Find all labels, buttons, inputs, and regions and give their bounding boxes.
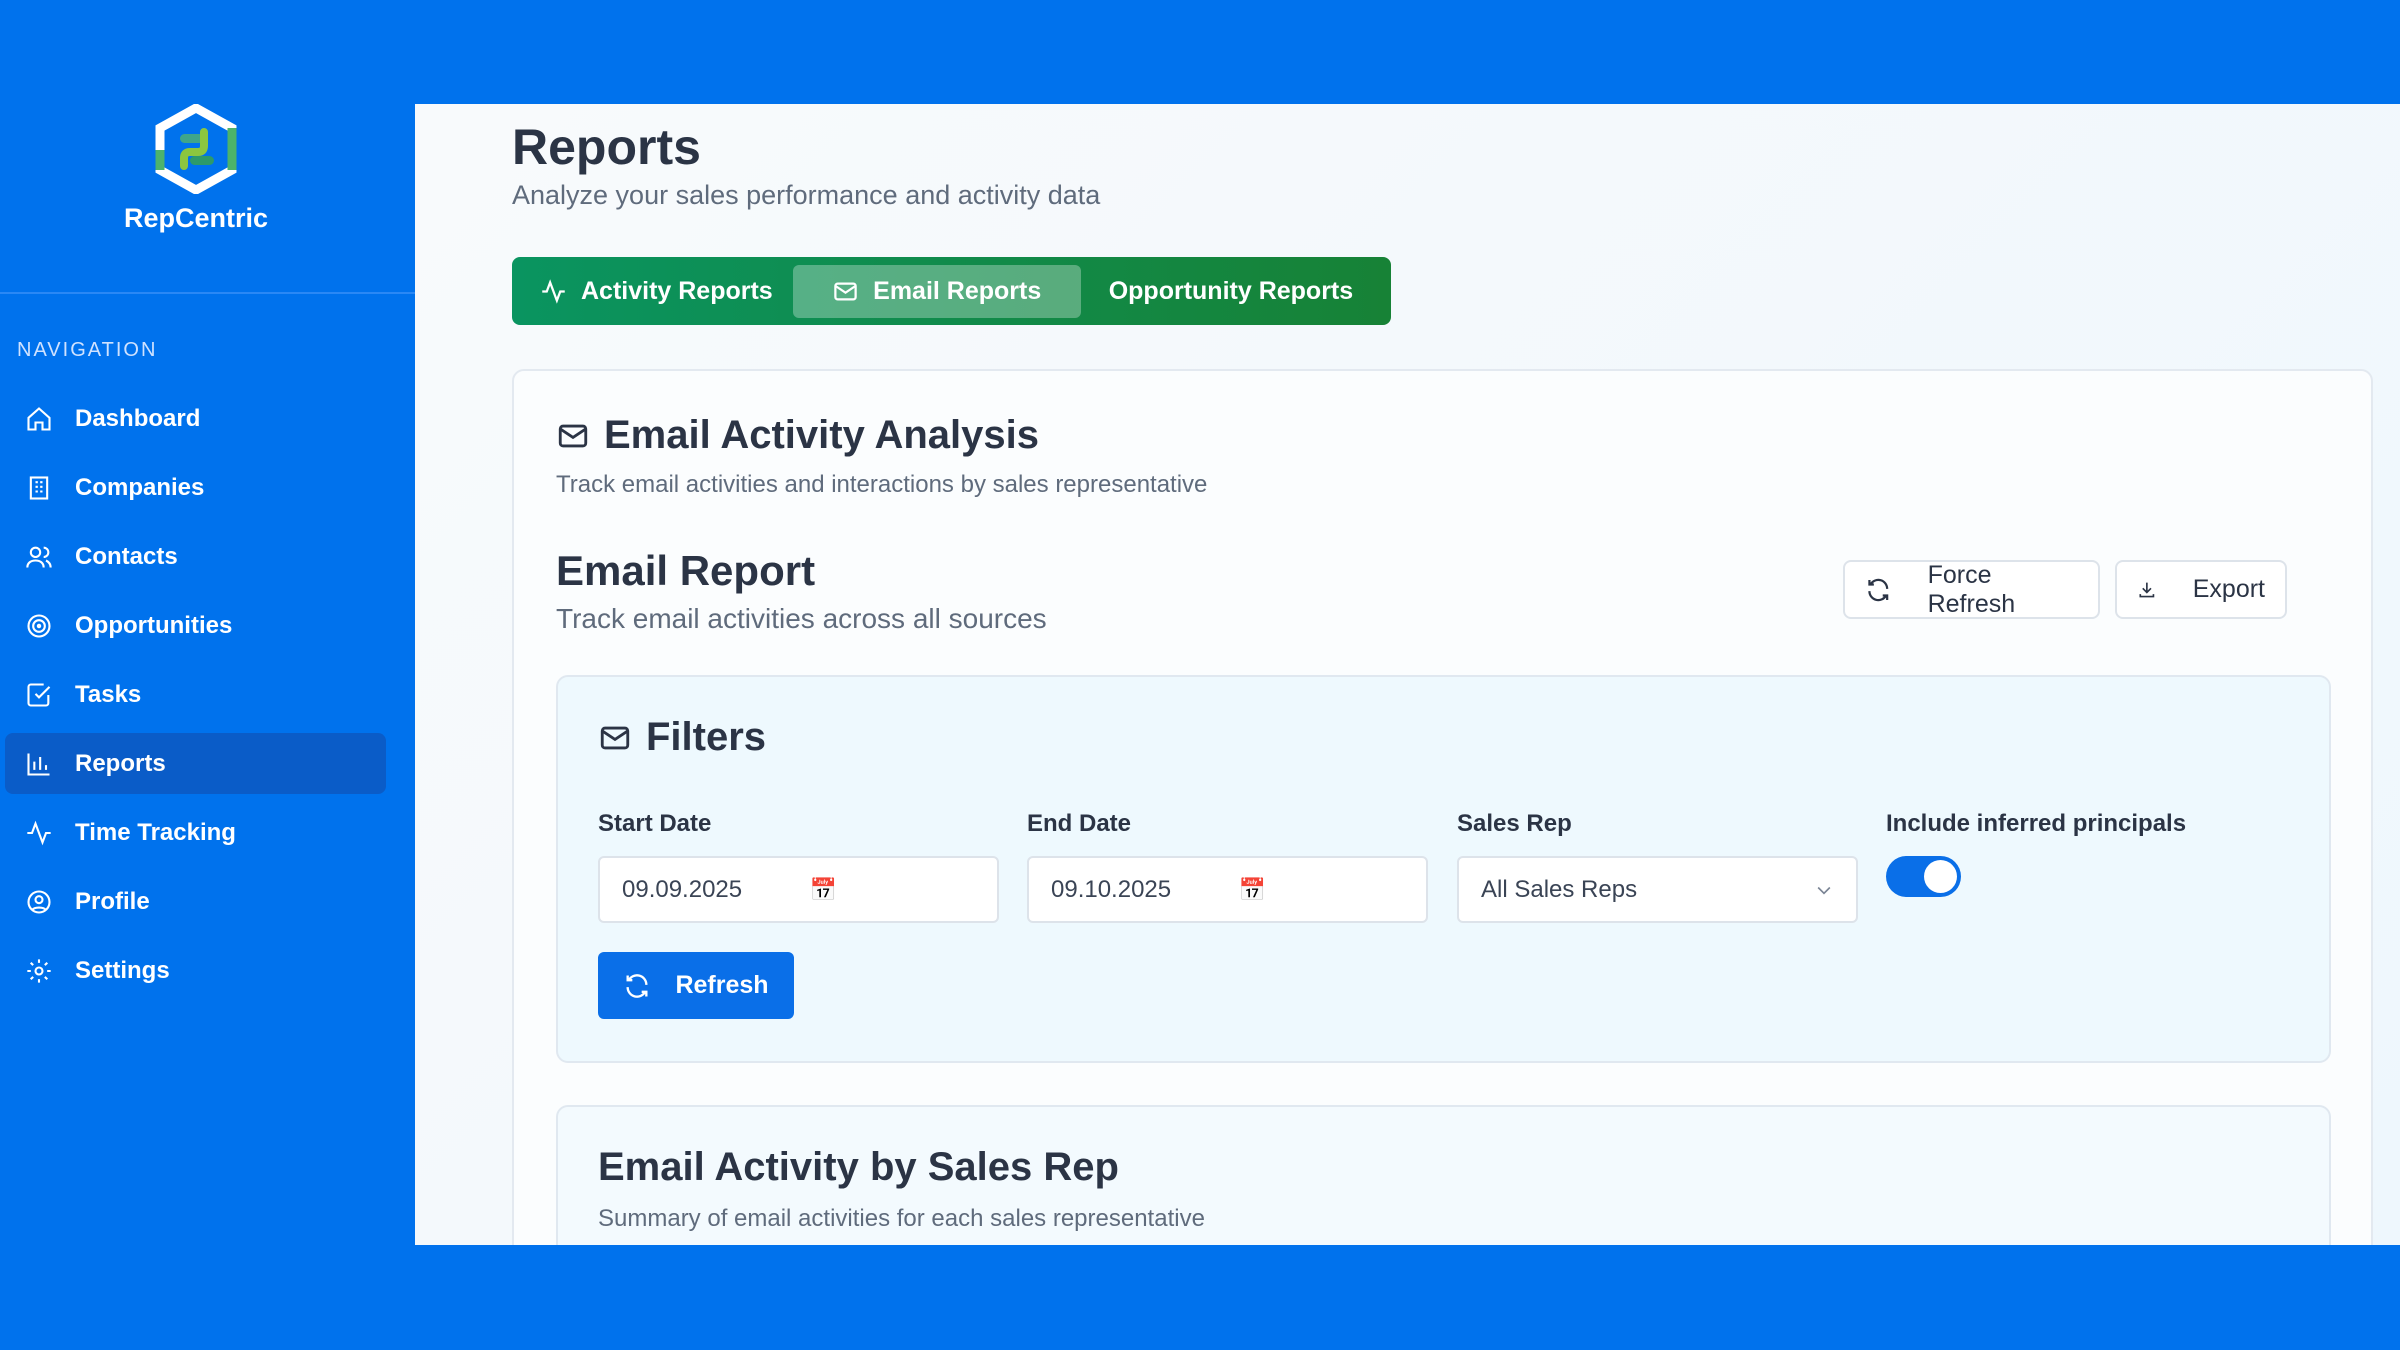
by-rep-subtitle: Summary of email activities for each sal… [598,1205,1205,1232]
sales-rep-value: All Sales Reps [1481,875,1638,903]
sidebar-item-label: Opportunities [75,611,233,639]
inferred-label: Include inferred principals [1886,810,2187,837]
mail-icon [600,726,630,749]
analysis-subtitle: Track email activities and interactions … [556,471,1208,498]
tab-label: Email Reports [873,276,1042,305]
sidebar-divider [0,292,415,294]
end-date-input[interactable]: 09.10.2025 📅 [1027,856,1428,923]
report-tabs: Activity Reports Email Reports Opportuni… [512,257,1391,325]
sidebar-item-profile[interactable]: Profile [5,871,386,932]
page-title: Reports [512,119,701,175]
tab-opportunity-reports[interactable]: Opportunity Reports [1081,265,1373,318]
mail-icon [834,282,857,300]
sidebar-item-dashboard[interactable]: Dashboard [5,388,386,449]
filters-panel: Filters Start Date End Date Sales Rep In… [556,675,2331,1063]
tab-label: Activity Reports [581,276,773,305]
sidebar: RepCentric NAVIGATION Dashboard Companies… [0,102,415,1245]
activity-icon [542,278,565,304]
email-by-rep-card: Email Activity by Sales Rep Summary of e… [556,1105,2331,1245]
tab-label: Opportunity Reports [1108,276,1354,305]
sidebar-item-label: Reports [75,749,166,777]
start-date-input[interactable]: 09.09.2025 📅 [598,856,999,923]
refresh-label: Refresh [675,971,769,999]
main-content: Reports Analyze your sales performance a… [415,104,2400,1245]
mail-icon [558,424,588,447]
sidebar-item-tasks[interactable]: Tasks [5,664,386,725]
filters-title: Filters [598,715,766,760]
users-icon [26,546,52,568]
report-title: Email Report [556,547,816,594]
nav-section-label: NAVIGATION [17,339,158,361]
analysis-title-text: Email Activity Analysis [604,413,1039,457]
report-subtitle: Track email activities across all source… [556,603,1047,634]
calendar-icon[interactable]: 📅 [809,876,837,902]
refresh-button[interactable]: Refresh [598,952,794,1019]
building-icon [29,475,49,500]
refresh-icon [626,973,648,998]
sidebar-item-label: Contacts [75,542,178,570]
force-refresh-label: Force Refresh [1927,560,2016,618]
tab-activity-reports[interactable]: Activity Reports [520,265,793,318]
sidebar-item-companies[interactable]: Companies [5,457,386,518]
logo[interactable]: RepCentric [0,102,392,234]
by-rep-title: Email Activity by Sales Rep [598,1145,1119,1189]
start-date-label: Start Date [598,810,712,837]
home-icon [27,406,51,431]
start-date-value: 09.09.2025 [622,875,743,903]
analysis-title: Email Activity Analysis [556,413,1039,458]
sidebar-item-opportunities[interactable]: Opportunities [5,595,386,656]
page-subtitle: Analyze your sales performance and activ… [512,180,1101,210]
sidebar-item-label: Profile [75,887,150,915]
tab-email-reports[interactable]: Email Reports [792,264,1081,318]
calendar-icon[interactable]: 📅 [1238,876,1266,902]
sidebar-item-reports[interactable]: Reports [5,733,386,794]
inferred-toggle[interactable] [1886,856,1961,897]
activity-icon [27,820,51,845]
filters-title-text: Filters [646,715,767,759]
chevron-down-icon [1817,886,1831,895]
checkbox-icon [27,682,51,707]
sidebar-item-time-tracking[interactable]: Time Tracking [5,802,386,863]
download-icon [2139,582,2155,597]
end-date-value: 09.10.2025 [1051,875,1172,903]
sales-rep-label: Sales Rep [1457,810,1572,837]
export-button[interactable]: Export [2115,560,2287,619]
toggle-knob [1924,860,1957,893]
sidebar-item-settings[interactable]: Settings [5,940,386,1001]
sales-rep-select[interactable]: All Sales Reps [1457,856,1858,923]
refresh-icon [1868,578,1889,601]
end-date-label: End Date [1027,810,1132,837]
user-circle-icon [27,889,51,914]
brand-name: RepCentric [123,203,269,233]
sidebar-item-label: Dashboard [75,404,201,432]
export-label: Export [2192,575,2265,603]
sidebar-item-label: Companies [75,473,205,501]
sidebar-item-label: Tasks [75,680,142,708]
target-icon [27,613,51,638]
logo-icon [155,102,237,196]
gear-icon [27,958,51,983]
sidebar-item-label: Settings [75,956,170,984]
sidebar-item-label: Time Tracking [75,818,236,846]
bar-chart-icon [27,753,50,776]
email-analysis-card: Email Activity Analysis Track email acti… [512,369,2373,1245]
force-refresh-button[interactable]: Force Refresh [1843,560,2100,619]
sidebar-item-contacts[interactable]: Contacts [5,526,386,587]
